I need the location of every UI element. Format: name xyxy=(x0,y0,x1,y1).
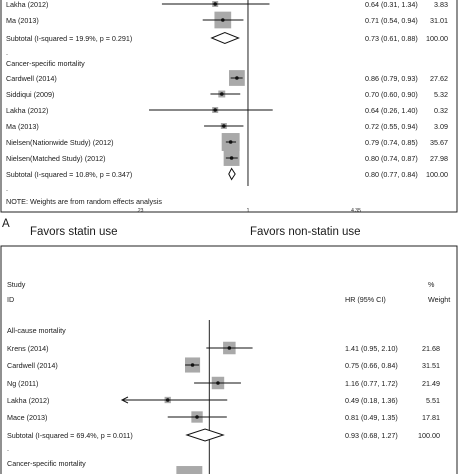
panel-b-header-text: Cancer-specific mortality xyxy=(7,459,86,468)
panel-a-row-weight: 31.01 xyxy=(430,16,448,25)
panel-b-header-id: ID xyxy=(7,295,14,304)
panel-b-header-text: All-cause mortality xyxy=(7,326,66,335)
panel-a-row-label: Ma (2013) xyxy=(6,122,39,131)
panel-a-frame xyxy=(0,0,458,213)
panel-b-study-point-estimate xyxy=(165,398,170,402)
panel-a-row-hr: 0.71 (0.54, 0.94) xyxy=(365,16,418,25)
panel-b-row-label: Subtotal (I-squared = 69.4%, p = 0.011) xyxy=(7,431,133,440)
panel-b-header-hr: HR (95% CI) xyxy=(345,295,386,304)
panel-b-dot-text: . xyxy=(7,444,9,453)
panel-a-row-hr: 0.80 (0.74, 0.87) xyxy=(365,154,418,163)
panel-b-study-point-estimate xyxy=(195,415,199,419)
panel-b-header-study: Study xyxy=(7,280,26,289)
panel-a-row-hr: 0.70 (0.60, 0.90) xyxy=(365,90,418,99)
panel-b-row-hr: 0.93 (0.68, 1.27) xyxy=(345,431,398,440)
panel-b-row-weight: 5.51 xyxy=(426,396,440,405)
panel-a-row-hr: 0.64 (0.26, 1.40) xyxy=(365,106,418,115)
panel-a-study-point-estimate xyxy=(222,124,226,128)
panel-a-row-hr: 0.72 (0.55, 0.94) xyxy=(365,122,418,131)
panel-a-row-label: Lakha (2012) xyxy=(6,0,48,9)
panel-a-row-weight: 27.62 xyxy=(430,74,448,83)
panel-a-pooled-diamond xyxy=(228,167,236,181)
panel-a-axis-tick-label: .23 xyxy=(137,208,144,214)
panel-a-row-label: Lakha (2012) xyxy=(6,106,48,115)
panel-b-row-weight: 31.51 xyxy=(422,361,440,370)
panel-a-study-point-estimate xyxy=(228,140,233,144)
panel-a-row-weight: 3.83 xyxy=(434,0,448,9)
panel-a-row-hr: 0.80 (0.77, 0.84) xyxy=(365,170,418,179)
panel-a-study-point-estimate xyxy=(221,18,225,22)
panel-b-study-ci-arrow-left xyxy=(120,396,129,404)
forest-plot-panel-b: Study ID HR (95% CI)% Weight All-cause morta… xyxy=(0,245,458,474)
panel-a-study-point-estimate xyxy=(235,76,239,80)
panel-b-row-label: Krens (2014) xyxy=(7,344,49,353)
panel-b-row-weight: 17.81 xyxy=(422,413,440,422)
panel-b-row-weight: 100.00 xyxy=(418,431,440,440)
panel-a-header-text: Cancer-specific mortality xyxy=(6,59,85,68)
panel-a-note-text: NOTE: Weights are from random effects an… xyxy=(6,197,162,206)
panel-b-row-hr: 1.16 (0.77, 1.72) xyxy=(345,379,398,388)
panel-a-pooled-diamond xyxy=(210,31,240,45)
panel-a-letter: A xyxy=(2,218,10,230)
panel-a-axis-tick-label: 4.35 xyxy=(351,208,361,214)
panel-a-row-weight: 35.67 xyxy=(430,138,448,147)
panel-b-study-point-estimate xyxy=(190,363,195,367)
favors-statin-label: Favors statin use xyxy=(30,226,118,238)
panel-a-study-point-estimate xyxy=(213,108,217,112)
panel-a-row-label: Nielsen(Matched Study) (2012) xyxy=(6,154,105,163)
panel-a-dot-text: . xyxy=(6,184,8,193)
panel-b-row-hr: 0.75 (0.66, 0.84) xyxy=(345,361,398,370)
panel-a-row-hr: 0.86 (0.79, 0.93) xyxy=(365,74,418,83)
panel-b-row-weight: 21.49 xyxy=(422,379,440,388)
panel-b-row-label: Lakha (2012) xyxy=(7,396,49,405)
panel-b-frame xyxy=(0,245,458,474)
panel-b-row-label: Mace (2013) xyxy=(7,413,47,422)
panel-a-row-weight: 27.98 xyxy=(430,154,448,163)
panel-b-row-label: Ng (2011) xyxy=(7,379,38,388)
panel-b-row-hr: 1.41 (0.95, 2.10) xyxy=(345,344,398,353)
panel-a-row-hr: 0.79 (0.74, 0.85) xyxy=(365,138,418,147)
forest-plot-panel-a: Lakha (2012) 0.64 (0.31, 1.34) 3.83 Ma (201… xyxy=(0,0,458,238)
panel-b-study-point-estimate xyxy=(227,346,232,350)
panel-a-axis-tick-label: 1 xyxy=(247,208,250,214)
panel-a-row-label: Subtotal (I-squared = 10.8%, p = 0.347) xyxy=(6,170,132,179)
panel-b-header-weight: Weight xyxy=(428,295,450,304)
panel-a-row-label: Cardwell (2014) xyxy=(6,74,57,83)
panel-a-row-weight: 100.00 xyxy=(426,170,448,179)
panel-a-row-weight: 100.00 xyxy=(426,34,448,43)
panel-b-row-weight: 21.68 xyxy=(422,344,440,353)
panel-b-row-hr: 0.81 (0.49, 1.35) xyxy=(345,413,398,422)
panel-a-dot-text: . xyxy=(6,48,8,57)
panel-a-study-point-estimate xyxy=(229,156,234,160)
panel-a-row-label: Nielsen(Nationwide Study) (2012) xyxy=(6,138,113,147)
panel-a-row-label: Ma (2013) xyxy=(6,16,39,25)
panel-a-study-point-estimate xyxy=(213,2,217,6)
panel-a-row-weight: 0.32 xyxy=(434,106,448,115)
panel-b-study-point-estimate xyxy=(216,381,220,385)
panel-b-row-hr: 0.49 (0.18, 1.36) xyxy=(345,396,398,405)
panel-b-study-weight-box xyxy=(176,466,203,474)
panel-a-row-weight: 3.09 xyxy=(434,122,448,131)
favors-non-statin-label: Favors non-statin use xyxy=(250,226,361,238)
panel-a-row-weight: 5.32 xyxy=(434,90,448,99)
panel-a-row-label: Siddiqui (2009) xyxy=(6,90,54,99)
panel-b-header-pct: % xyxy=(428,280,435,289)
panel-a-row-hr: 0.64 (0.31, 1.34) xyxy=(365,0,418,9)
panel-b-pooled-diamond xyxy=(185,428,225,442)
panel-b-row-label: Cardwell (2014) xyxy=(7,361,58,370)
panel-a-study-point-estimate xyxy=(219,92,224,96)
panel-a-row-hr: 0.73 (0.61, 0.88) xyxy=(365,34,418,43)
panel-a-row-label: Subtotal (I-squared = 19.9%, p = 0.291) xyxy=(6,34,132,43)
